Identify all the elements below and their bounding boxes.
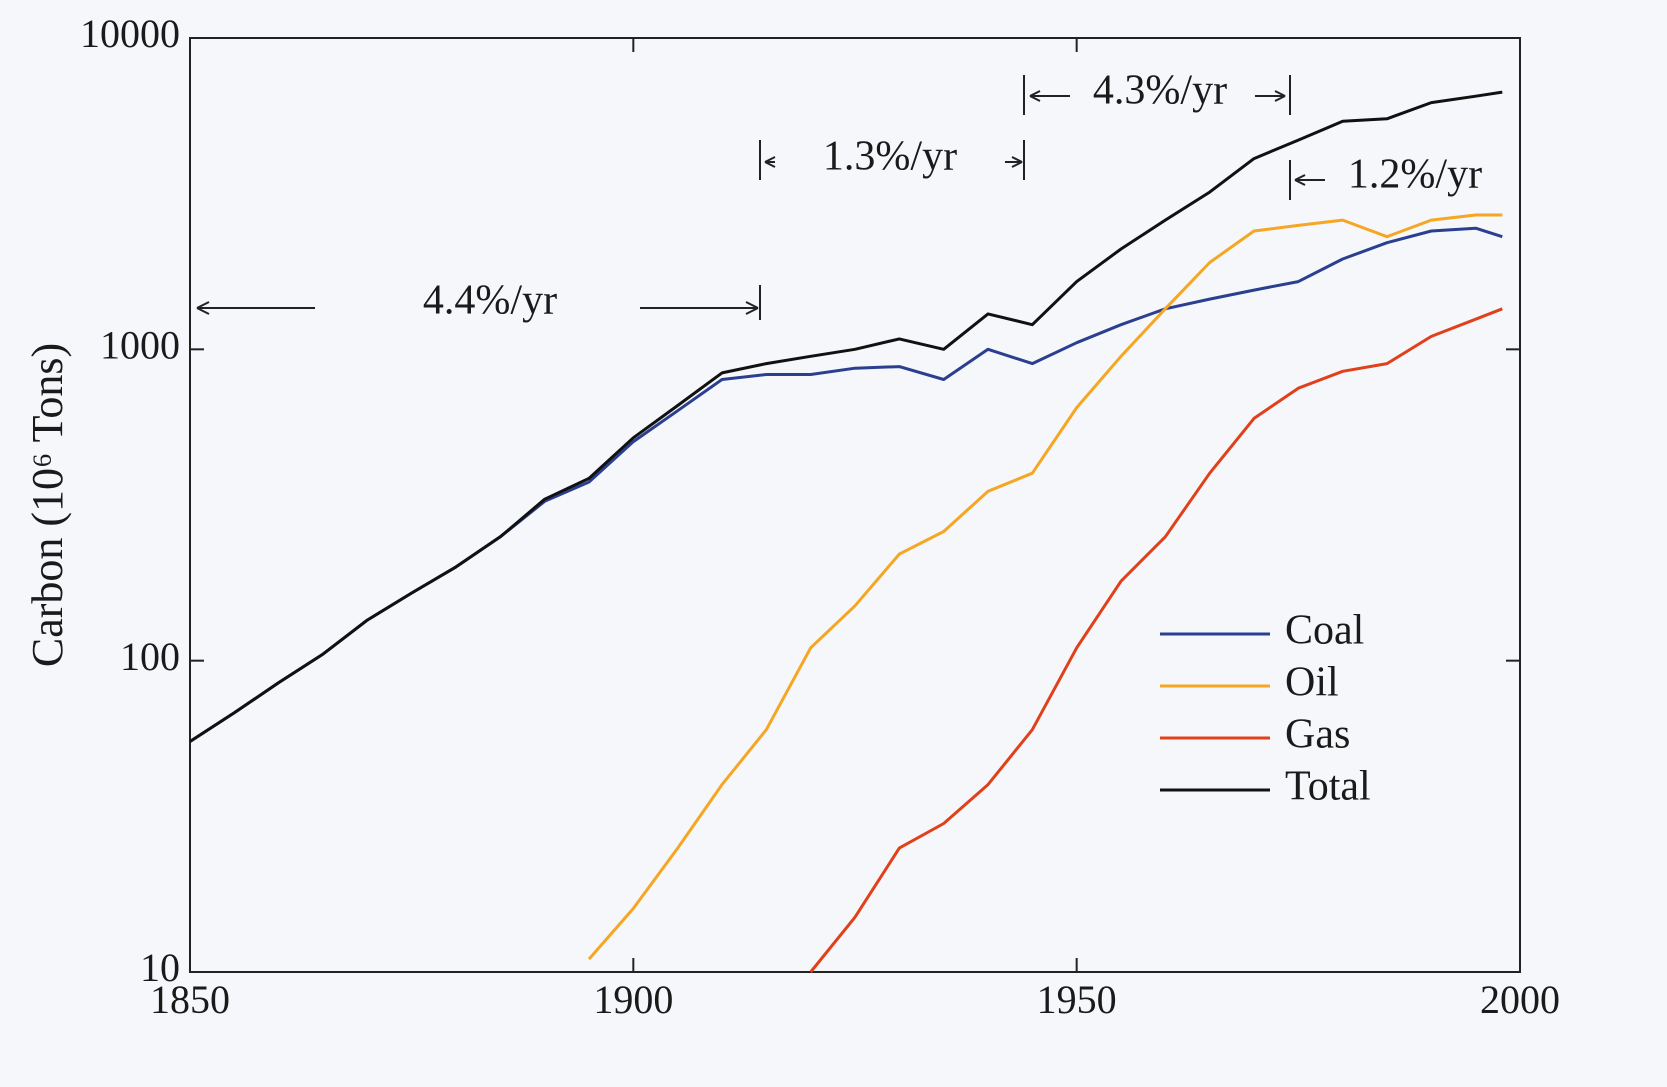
annotation: 1.2%/yr [1348, 152, 1482, 198]
data-line [189, 90, 1503, 743]
data-line [587, 213, 1503, 961]
annotation: 4.3%/yr [1093, 68, 1227, 114]
legend-label: Total [1285, 764, 1371, 810]
y-tick-label: 1000 [100, 323, 180, 368]
y-tick-label: 10000 [80, 11, 180, 56]
x-tick-label: 1950 [1037, 977, 1117, 1022]
x-tick-label: 2000 [1480, 977, 1560, 1022]
annotation: 1.3%/yr [823, 134, 957, 180]
plot-frame [189, 37, 1521, 973]
annotation: 4.4%/yr [423, 278, 557, 324]
legend-label: Gas [1285, 712, 1350, 758]
y-tick-label: 100 [120, 634, 180, 679]
legend-label: Oil [1285, 660, 1339, 706]
x-tick-label: 1850 [150, 977, 230, 1022]
y-axis-label: Carbon (10⁶ Tons) [23, 343, 72, 667]
annotation-arrows [196, 75, 1325, 320]
legend-label: Coal [1285, 608, 1364, 654]
y-tick-label: 10 [140, 945, 180, 990]
x-tick-label: 1900 [593, 977, 673, 1022]
data-line [809, 307, 1503, 973]
